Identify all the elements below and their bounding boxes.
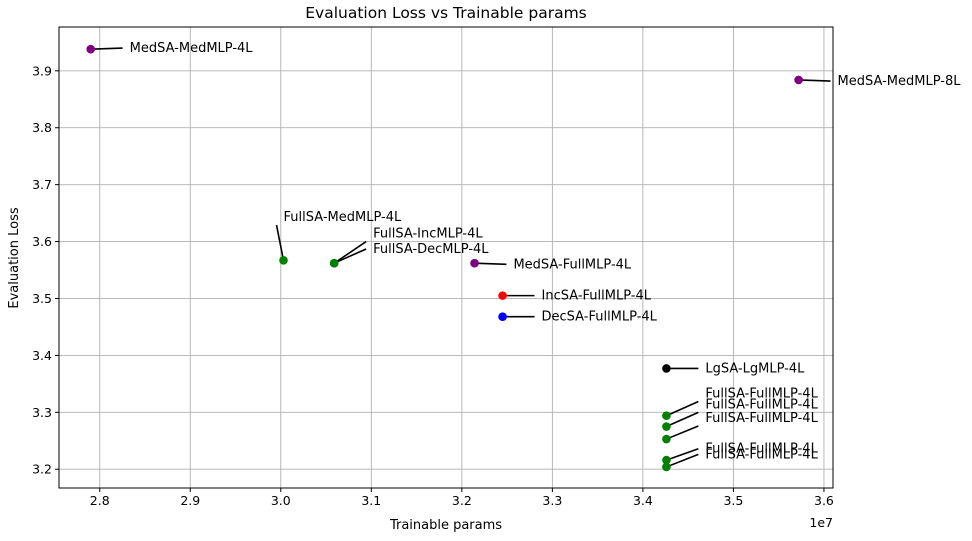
annotation-connectors bbox=[90, 47, 831, 468]
y-tick-label: 3.7 bbox=[32, 177, 52, 192]
data-point bbox=[662, 411, 671, 421]
x-axis-label: Trainable params bbox=[389, 518, 502, 533]
x-tick-label: 3.0 bbox=[271, 493, 291, 508]
x-tick-label: 3.5 bbox=[723, 493, 743, 508]
data-point bbox=[329, 258, 339, 268]
point-label: FullSA-FullMLP-4L bbox=[705, 387, 818, 402]
y-tick-label: 3.4 bbox=[32, 348, 52, 363]
data-point bbox=[662, 462, 671, 472]
data-point bbox=[662, 434, 671, 444]
point-label: FullSA-FullMLP-4L bbox=[705, 397, 818, 412]
y-tick-label: 3.5 bbox=[32, 291, 52, 306]
annotation-connector bbox=[333, 248, 367, 264]
data-point bbox=[794, 75, 803, 85]
x-tick-label: 3.1 bbox=[361, 493, 381, 508]
data-point bbox=[86, 44, 95, 54]
point-label: FullSA-MedMLP-4L bbox=[284, 210, 402, 225]
plot-frame bbox=[58, 26, 834, 489]
annotation-connector bbox=[666, 447, 699, 461]
grid-lines bbox=[59, 27, 833, 488]
y-tick-label: 3.3 bbox=[32, 405, 52, 420]
data-point bbox=[662, 422, 671, 431]
annotation-connector bbox=[90, 47, 123, 50]
annotation-connector bbox=[798, 79, 831, 82]
x-tick-label: 3.2 bbox=[452, 493, 472, 508]
y-axis-label: Evaluation Loss bbox=[7, 207, 22, 308]
y-tick-label: 3.8 bbox=[32, 120, 52, 135]
data-point bbox=[662, 364, 671, 373]
x-tick-label: 3.6 bbox=[814, 493, 834, 508]
point-label: LgSA-LgMLP-4L bbox=[705, 361, 805, 376]
x-tick-label: 3.3 bbox=[542, 493, 562, 508]
data-points bbox=[86, 44, 803, 472]
y-tick-label: 3.6 bbox=[32, 234, 52, 249]
annotation-connector bbox=[275, 224, 285, 261]
x-tick-label: 2.8 bbox=[90, 493, 110, 508]
point-label: DecSA-FullMLP-4L bbox=[542, 310, 658, 325]
annotation-connector bbox=[666, 453, 699, 468]
annotation-connector bbox=[666, 400, 699, 417]
data-point bbox=[662, 455, 671, 465]
y-tick-label: 3.9 bbox=[32, 63, 52, 78]
point-label: MedSA-FullMLP-4L bbox=[513, 257, 631, 272]
x-tick-label: 2.9 bbox=[180, 493, 200, 508]
x-axis-ticks: 2.8 2.9 3.0 3.1 3.2 3.3 3.4 3.5 3.6 bbox=[90, 488, 834, 508]
x-tick-label: 3.4 bbox=[633, 493, 653, 508]
annotation-connector bbox=[666, 411, 699, 428]
chart-title: Evaluation Loss vs Trainable params bbox=[305, 4, 587, 22]
data-point bbox=[498, 291, 507, 300]
data-point bbox=[470, 258, 479, 268]
point-label: FullSA-FullMLP-4L bbox=[705, 442, 818, 457]
annotation-connector bbox=[333, 240, 367, 264]
point-label: FullSA-IncMLP-4L bbox=[373, 227, 483, 242]
annotation-connector bbox=[474, 262, 507, 266]
annotation-connector bbox=[666, 425, 699, 440]
point-label: FullSA-FullMLP-4L bbox=[705, 411, 818, 426]
point-label: FullSA-DecMLP-4L bbox=[373, 242, 489, 257]
y-axis-ticks: 3.2 3.3 3.4 3.5 3.6 3.7 3.8 3.9 bbox=[32, 63, 59, 477]
point-label: MedSA-MedMLP-4L bbox=[130, 41, 254, 56]
data-point bbox=[279, 256, 288, 265]
point-label: FullSA-FullMLP-4L bbox=[705, 447, 818, 462]
point-label: IncSA-FullMLP-4L bbox=[542, 289, 652, 304]
point-label: MedSA-MedMLP-8L bbox=[838, 74, 962, 89]
x-axis-offset-label: 1e7 bbox=[809, 515, 833, 530]
data-point bbox=[498, 312, 507, 321]
y-tick-label: 3.2 bbox=[32, 462, 52, 477]
annotation-labels: MedSA-MedMLP-4L MedSA-MedMLP-8L FullSA-Med… bbox=[130, 41, 962, 462]
